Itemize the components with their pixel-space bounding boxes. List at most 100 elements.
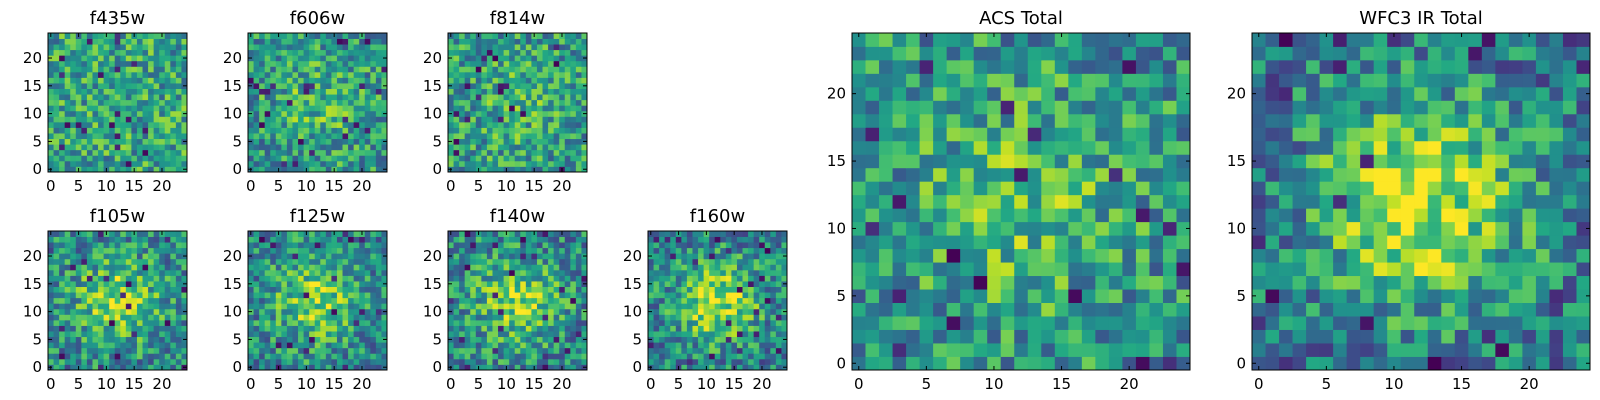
heatmap-cell [775, 325, 782, 332]
heatmap-cell [109, 94, 116, 101]
heatmap-cell [653, 364, 660, 371]
heatmap-cell [81, 253, 88, 260]
heatmap-cell [514, 342, 521, 349]
heatmap-cell [59, 149, 66, 156]
heatmap-cell [348, 77, 355, 84]
heatmap-cell [703, 269, 710, 276]
heatmap-cell [303, 358, 310, 365]
heatmap-cell [81, 77, 88, 84]
heatmap-cell [514, 297, 521, 304]
heatmap-cell [148, 121, 155, 128]
heatmap-cell [64, 55, 71, 62]
heatmap-cell [581, 99, 588, 106]
heatmap-cell [336, 325, 343, 332]
heatmap-cell [64, 144, 71, 151]
heatmap-cell [281, 231, 288, 237]
heatmap-cell [498, 155, 504, 162]
heatmap-cell [570, 83, 577, 89]
heatmap-cell [464, 286, 471, 293]
heatmap-cell [581, 49, 588, 56]
heatmap-cell [553, 77, 560, 84]
heatmap-cell [653, 297, 660, 304]
heatmap-cell [148, 247, 155, 254]
heatmap-cell [125, 292, 132, 299]
heatmap-cell [775, 347, 782, 354]
heatmap-cell [559, 60, 566, 67]
heatmap-cell [709, 242, 716, 249]
heatmap-cell [286, 49, 293, 56]
heatmap-cell [498, 83, 504, 89]
heatmap-cell [370, 353, 377, 360]
x-tick-label: 5 [74, 177, 84, 195]
heatmap-cell [164, 319, 171, 326]
heatmap-cell [692, 353, 699, 360]
heatmap-cell [725, 364, 732, 371]
heatmap-cell [1081, 194, 1096, 209]
heatmap-cell [131, 71, 138, 78]
heatmap-cell [509, 231, 516, 237]
heatmap-cell [581, 133, 588, 140]
heatmap-cell [370, 297, 377, 304]
heatmap-cell [492, 71, 499, 78]
heatmap-cell [264, 292, 271, 299]
heatmap-cell [486, 55, 493, 62]
heatmap-cell [136, 264, 143, 271]
heatmap-cell [248, 303, 254, 310]
heatmap-cell [525, 166, 532, 173]
heatmap-cell [648, 358, 654, 365]
heatmap-cell [498, 231, 504, 237]
heatmap-cell [453, 66, 460, 73]
heatmap-cell [164, 83, 171, 89]
heatmap-cell [748, 347, 755, 354]
heatmap-cell [331, 49, 338, 56]
heatmap-cell [286, 77, 293, 84]
heatmap-cell [181, 88, 188, 95]
heatmap-cell [648, 331, 654, 338]
heatmap-cell [475, 264, 482, 271]
heatmap-cell [570, 88, 577, 95]
heatmap-cell [348, 297, 355, 304]
heatmap-cell [48, 155, 54, 162]
heatmap-cell [375, 33, 382, 39]
heatmap-cell [142, 364, 149, 371]
heatmap-cell [248, 133, 254, 140]
heatmap-cell [98, 275, 104, 282]
heatmap-cell [575, 281, 582, 287]
heatmap-cell [103, 88, 110, 95]
heatmap-cell [1041, 289, 1056, 303]
heatmap-cell [520, 33, 527, 39]
heatmap-cell [164, 247, 171, 254]
heatmap-cell [1027, 289, 1042, 303]
heatmap-cell [503, 319, 510, 326]
heatmap-cell [92, 258, 99, 265]
heatmap-cell [536, 66, 543, 73]
heatmap-cell [331, 242, 338, 249]
heatmap-cell [153, 292, 160, 299]
heatmap-cell [1108, 289, 1123, 303]
heatmap-cell [698, 247, 704, 254]
heatmap-cell [559, 116, 566, 123]
heatmap-cell [142, 110, 149, 117]
heatmap-cell [764, 364, 771, 371]
heatmap-cell [142, 33, 149, 39]
heatmap-cell [275, 331, 282, 338]
heatmap-cell [531, 160, 538, 167]
heatmap-cell [142, 121, 149, 128]
heatmap-cell [536, 364, 543, 371]
heatmap-cell [464, 166, 471, 173]
heatmap-cell [686, 342, 693, 349]
heatmap-cell [486, 331, 493, 338]
x-tick-label: 15 [125, 375, 144, 393]
heatmap-cell [342, 242, 349, 249]
heatmap-cell [559, 110, 566, 117]
heatmap-cell [536, 258, 543, 265]
heatmap-cell [1027, 221, 1042, 236]
heatmap-cell [136, 297, 143, 304]
heatmap-cell [1135, 275, 1150, 290]
heatmap-cell [509, 116, 516, 123]
heatmap-cell [564, 342, 571, 349]
heatmap-cell [892, 289, 907, 303]
heatmap-cell [570, 77, 577, 84]
heatmap-cell [775, 242, 782, 249]
heatmap-cell [470, 275, 477, 282]
